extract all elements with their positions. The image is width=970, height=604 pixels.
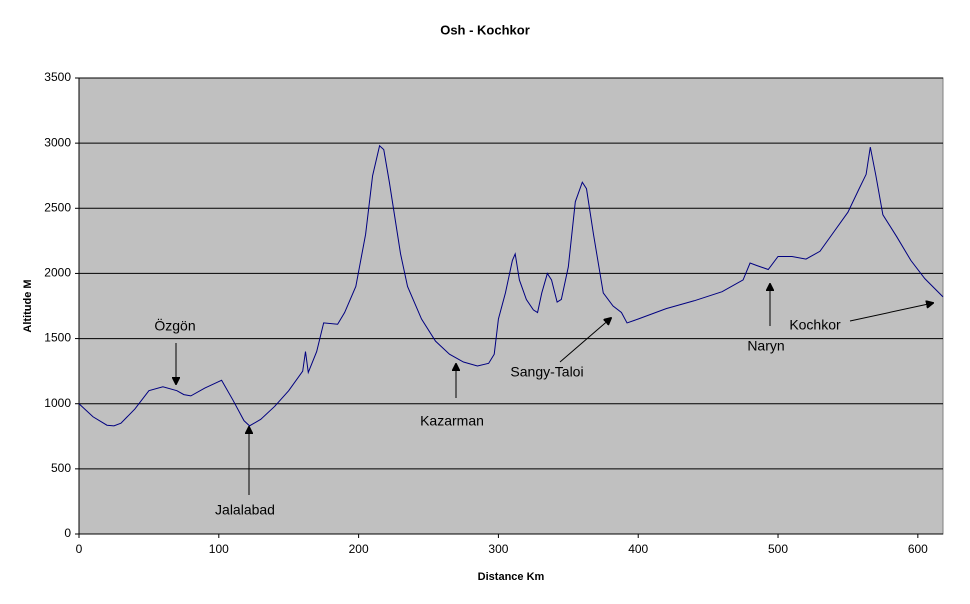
x-axis-title: Distance Km xyxy=(478,571,545,583)
x-tick-label: 100 xyxy=(209,542,229,556)
y-tick-label: 1500 xyxy=(44,331,71,345)
arrow xyxy=(849,303,933,322)
annotation-arrows xyxy=(176,284,933,495)
x-tick-label: 300 xyxy=(488,542,508,556)
annotation: Naryn xyxy=(747,338,784,354)
y-tick-label: 2500 xyxy=(44,200,71,214)
x-tick-label: 0 xyxy=(76,542,83,556)
plot-area xyxy=(78,77,944,535)
annotation: Jalalabad xyxy=(215,502,275,518)
annotation: Kochkor xyxy=(789,317,841,333)
x-tick-label: 400 xyxy=(628,542,648,556)
line-series xyxy=(78,144,944,427)
x-tick-label: 600 xyxy=(908,542,928,556)
y-axis-title: Altitude M xyxy=(22,279,34,332)
y-tick-label: 0 xyxy=(64,526,71,540)
y-tick-label: 3000 xyxy=(44,135,71,149)
x-tick-label: 500 xyxy=(768,542,788,556)
y-tick-label: 2000 xyxy=(44,266,71,280)
y-tick-label: 1000 xyxy=(44,396,71,410)
annotation: Özgön xyxy=(154,317,195,334)
y-tick-label: 500 xyxy=(51,461,71,475)
x-tick-label: 200 xyxy=(349,542,369,556)
y-tick-label: 3500 xyxy=(44,70,71,84)
annotation: Sangy-Taloi xyxy=(510,364,583,380)
arrow xyxy=(559,318,611,363)
annotation: Kazarman xyxy=(420,413,484,429)
chart-title: Osh - Kochkor xyxy=(440,22,530,37)
